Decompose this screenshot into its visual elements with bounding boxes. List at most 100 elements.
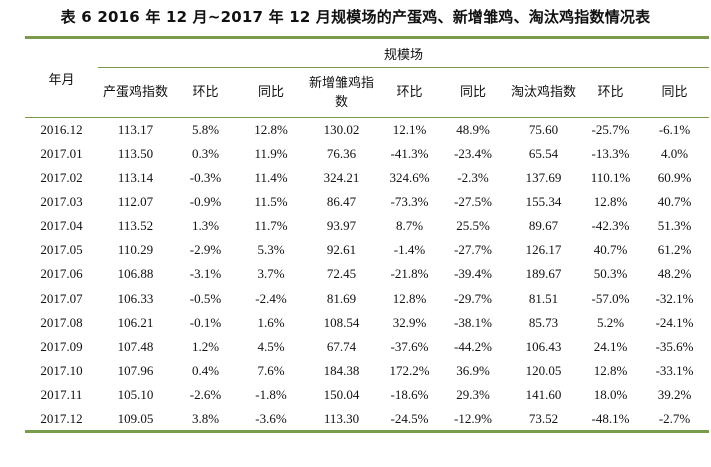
header-yoy-3: 同比 — [640, 67, 710, 118]
cell-cull-index: 137.69 — [525, 169, 562, 185]
cell-cull-yoy: 4.0% — [660, 145, 689, 161]
cell-chick-yoy: 25.5% — [456, 218, 490, 234]
cell-chick-index: 184.38 — [323, 362, 360, 378]
table-row: 2017.03 112.07 -0.9% 11.5% 86.47 -73.3% -27.5%… — [25, 190, 709, 214]
cell-egg-yoy: 12.8% — [254, 121, 288, 137]
header-group-large-farms: 规模场 — [98, 37, 710, 68]
cell-cull-index: 189.67 — [525, 266, 562, 282]
cell-cull-index: 81.51 — [528, 290, 559, 306]
cell-year-month: 2017.02 — [40, 169, 83, 185]
cell-cull-yoy: -33.1% — [655, 362, 694, 378]
cell-egg-yoy: 3.7% — [257, 266, 285, 282]
cell-chick-yoy: -23.4% — [454, 145, 492, 161]
cell-chick-index: 81.69 — [326, 290, 357, 306]
table-row: 2017.07 106.33 -0.5% -2.4% 81.69 12.8% -29.7% 8… — [25, 286, 709, 310]
table-row: 2017.01 113.50 0.3% 11.9% 76.36 -41.3% -23.4% 6… — [25, 142, 709, 166]
cell-chick-index: 76.36 — [326, 145, 357, 161]
cell-cull-yoy: 48.2% — [657, 266, 692, 282]
cell-year-month: 2017.10 — [40, 362, 83, 378]
table-body: 2016.12 113.17 5.8% 12.8% 130.02 12.1% 48.9% 75… — [25, 118, 710, 433]
cell-cull-mom: -42.3% — [591, 218, 630, 234]
cell-cull-index: 120.05 — [525, 362, 562, 378]
cell-year-month: 2017.05 — [40, 242, 83, 258]
cell-chick-mom: 8.7% — [395, 218, 424, 234]
table-row: 2017.09 107.48 1.2% 4.5% 67.74 -37.6% -44.2% 10… — [25, 335, 709, 359]
cell-chick-mom: 324.6% — [389, 169, 430, 185]
cell-chick-mom: 32.9% — [392, 314, 427, 330]
cell-cull-mom: 12.8% — [593, 193, 628, 209]
cell-egg-yoy: 11.7% — [254, 218, 288, 234]
cell-chick-mom: 12.8% — [392, 290, 427, 306]
cell-cull-yoy: 60.9% — [657, 169, 692, 185]
header-yoy-2: 同比 — [440, 67, 506, 118]
cell-cull-mom: -57.0% — [591, 290, 630, 306]
cell-cull-mom: 50.3% — [593, 266, 628, 282]
cell-cull-mom: -48.1% — [581, 407, 640, 433]
cell-chick-index: 92.61 — [326, 242, 357, 258]
cell-egg-mom: -0.3% — [189, 169, 222, 185]
cell-chick-yoy: -27.7% — [454, 242, 492, 258]
cell-chick-index: 130.02 — [323, 121, 360, 137]
cell-chick-mom: -24.5% — [379, 407, 440, 433]
cell-cull-index: 85.73 — [528, 314, 559, 330]
cell-cull-yoy: -24.1% — [655, 314, 694, 330]
table-row: 2017.02 113.14 -0.3% 11.4% 324.21 324.6% -2.3%… — [25, 166, 709, 190]
cell-egg-yoy: 5.3% — [257, 242, 285, 258]
header-mom-2: 环比 — [379, 67, 440, 118]
cell-egg-mom: 0.3% — [191, 145, 220, 161]
cell-egg-mom: -0.1% — [189, 314, 222, 330]
cell-chick-yoy: -39.4% — [454, 266, 492, 282]
cell-chick-index: 72.45 — [326, 266, 357, 282]
cell-egg-mom: 1.2% — [191, 338, 220, 354]
cell-chick-index: 93.97 — [326, 218, 357, 234]
cell-egg-mom: 3.8% — [173, 407, 238, 433]
cell-chick-yoy: -27.5% — [454, 193, 492, 209]
header-mom-1: 环比 — [173, 67, 238, 118]
cell-year-month: 2017.01 — [40, 145, 83, 161]
header-year-month: 年月 — [25, 37, 98, 118]
cell-cull-mom: -25.7% — [591, 121, 630, 137]
data-table: 年月 规模场 产蛋鸡指数 环比 同比 新增雏鸡指数 环比 同比 淘汰鸡指数 环比… — [25, 36, 710, 433]
cell-chick-index: 150.04 — [323, 387, 360, 403]
cell-cull-yoy: 39.2% — [657, 387, 692, 403]
cell-year-month: 2017.04 — [40, 218, 83, 234]
cell-egg-yoy: 4.5% — [257, 338, 285, 354]
cell-egg-yoy: 7.6% — [257, 362, 285, 378]
cell-chick-yoy: -12.9% — [440, 407, 506, 433]
cell-cull-yoy: -6.1% — [658, 121, 691, 137]
cell-chick-mom: -37.6% — [390, 338, 429, 354]
cell-chick-mom: -73.3% — [390, 193, 429, 209]
cell-cull-mom: -13.3% — [591, 145, 630, 161]
cell-cull-mom: 5.2% — [596, 314, 625, 330]
cell-egg-index: 107.48 — [117, 338, 154, 354]
cell-egg-yoy: -2.4% — [255, 290, 287, 306]
cell-egg-yoy: 11.4% — [254, 169, 288, 185]
cell-cull-mom: 12.8% — [593, 362, 628, 378]
cell-egg-yoy: -1.8% — [255, 387, 287, 403]
table-row: 2017.12 109.05 3.8% -3.6% 113.30 -24.5% -12.9%… — [25, 407, 710, 433]
cell-egg-mom: 0.4% — [191, 362, 220, 378]
cell-egg-index: 106.88 — [117, 266, 154, 282]
cell-chick-yoy: 36.9% — [456, 362, 490, 378]
cell-year-month: 2017.03 — [40, 193, 83, 209]
cell-chick-yoy: 48.9% — [456, 121, 490, 137]
cell-cull-index: 141.60 — [525, 387, 562, 403]
cell-cull-mom: 24.1% — [593, 338, 628, 354]
cell-chick-mom: -41.3% — [390, 145, 429, 161]
cell-chick-index: 67.74 — [326, 338, 357, 354]
cell-chick-yoy: 29.3% — [456, 387, 490, 403]
table-row: 2017.04 113.52 1.3% 11.7% 93.97 8.7% 25.5% 89.6… — [25, 214, 709, 238]
cell-egg-index: 106.33 — [117, 290, 154, 306]
cell-egg-yoy: 1.6% — [257, 314, 285, 330]
cell-year-month: 2017.12 — [25, 407, 98, 433]
header-egg-index: 产蛋鸡指数 — [98, 67, 173, 118]
cell-cull-mom: 110.1% — [590, 169, 631, 185]
cell-cull-mom: 18.0% — [593, 387, 628, 403]
cell-egg-yoy: -3.6% — [238, 407, 304, 433]
cell-chick-index: 324.21 — [323, 169, 360, 185]
cell-egg-index: 110.29 — [117, 242, 154, 258]
cell-cull-index: 155.34 — [525, 193, 562, 209]
cell-year-month: 2017.09 — [40, 338, 83, 354]
cell-cull-mom: 40.7% — [593, 242, 628, 258]
cell-cull-index: 75.60 — [528, 121, 559, 137]
